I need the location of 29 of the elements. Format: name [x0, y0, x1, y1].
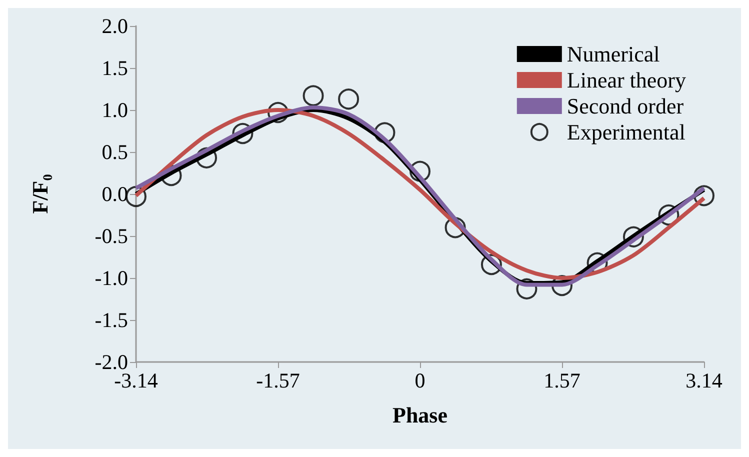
y-tick-label: 1.5	[102, 56, 128, 80]
point	[302, 85, 324, 106]
y-tick-label: -1.0	[94, 266, 128, 290]
point	[338, 88, 360, 110]
y-tick-label: 2.0	[102, 14, 128, 38]
y-tick-label: 0.5	[102, 140, 128, 164]
legend-label: Linear theory	[566, 68, 686, 92]
y-tick-label: -1.5	[94, 308, 128, 332]
x-tick-label: 1.57	[544, 368, 580, 392]
x-tick-label: 3.14	[686, 368, 723, 392]
point	[516, 278, 538, 300]
point	[480, 254, 502, 276]
x-tick-label: 0	[414, 368, 426, 392]
point	[232, 123, 254, 144]
x-tick-label: -1.57	[256, 368, 300, 392]
point	[126, 186, 146, 208]
y-tick-label: -0.5	[94, 224, 128, 248]
point	[410, 160, 430, 182]
point	[694, 185, 714, 206]
y-axis-title: F/F₀	[28, 174, 52, 214]
legend-label: Experimental	[566, 120, 686, 144]
legend-label: Numerical	[566, 42, 660, 66]
point	[622, 226, 644, 248]
y-tick-label: 1.0	[102, 98, 128, 122]
legend-label: Second order	[566, 94, 684, 118]
point	[374, 122, 396, 144]
point	[196, 147, 218, 168]
x-axis-title: Phase	[392, 402, 448, 428]
point	[444, 217, 466, 238]
